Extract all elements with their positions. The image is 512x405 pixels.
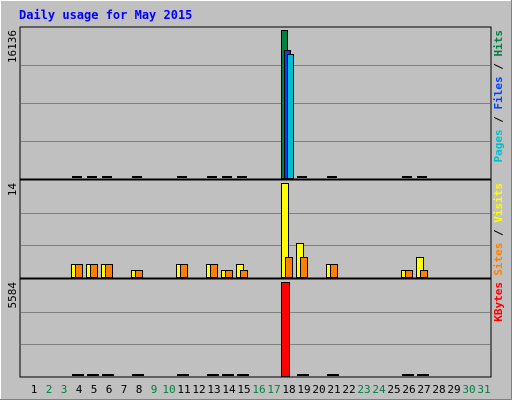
- panel-legend: KBytes: [492, 282, 505, 322]
- x-tick-label: 13: [207, 383, 220, 396]
- bar-sites-day-27: [420, 270, 428, 278]
- bar-pages-day-11: [183, 176, 187, 178]
- x-tick-label: 8: [136, 383, 143, 396]
- x-tick-label: 29: [447, 383, 460, 396]
- bar-kbytes-day-15: [237, 374, 249, 376]
- x-tick-label: 2: [46, 383, 53, 396]
- panel-max-label: 16136: [6, 30, 19, 63]
- bar-pages-day-8: [138, 176, 142, 178]
- bar-sites-day-5: [90, 264, 98, 278]
- bar-pages-day-13: [213, 176, 217, 178]
- bar-sites-day-18: [285, 257, 293, 278]
- bar-pages-day-21: [333, 176, 337, 178]
- bar-sites-day-4: [75, 264, 83, 278]
- bar-kbytes-day-11: [177, 374, 189, 376]
- x-tick-label: 22: [342, 383, 355, 396]
- bar-sites-day-21: [330, 264, 338, 278]
- bar-sites-day-8: [135, 270, 143, 278]
- bar-kbytes-day-19: [297, 374, 309, 376]
- x-tick-label: 20: [312, 383, 325, 396]
- x-tick-label: 16: [252, 383, 265, 396]
- x-tick-label: 1: [31, 383, 38, 396]
- bar-kbytes-day-18: [281, 282, 290, 377]
- bar-pages-day-19: [303, 176, 307, 178]
- bar-pages-day-14: [228, 176, 232, 178]
- x-tick-label: 7: [121, 383, 128, 396]
- x-tick-label: 25: [387, 383, 400, 396]
- bar-sites-day-14: [225, 270, 233, 278]
- legend-entry: Visits: [492, 183, 505, 223]
- legend-entry: KBytes: [492, 282, 505, 322]
- x-tick-label: 6: [106, 383, 113, 396]
- bar-sites-day-26: [405, 270, 413, 278]
- panel-visits-sites: 14 Sites / Visits: [6, 179, 505, 279]
- x-tick-label: 31: [477, 383, 490, 396]
- x-tick-label: 23: [357, 383, 370, 396]
- legend-entry: /: [492, 110, 505, 130]
- legend-entry: Hits: [492, 30, 505, 57]
- plot-area: [19, 278, 492, 378]
- x-tick-label: 14: [222, 383, 236, 396]
- x-tick-label: 9: [151, 383, 158, 396]
- bar-pages-day-4: [78, 176, 82, 178]
- x-tick-label: 10: [162, 383, 175, 396]
- x-tick-label: 30: [462, 383, 475, 396]
- bar-kbytes-day-13: [207, 374, 219, 376]
- x-tick-label: 24: [372, 383, 386, 396]
- panel-legend: Pages / Files / Hits: [492, 30, 505, 163]
- bar-sites-day-15: [240, 270, 248, 278]
- panel-legend: Sites / Visits: [492, 183, 505, 276]
- panel-max-label: 14: [6, 183, 19, 197]
- x-tick-label: 17: [267, 383, 280, 396]
- legend-entry: /: [492, 223, 505, 243]
- bar-sites-day-11: [180, 264, 188, 278]
- bar-kbytes-day-8: [132, 374, 144, 376]
- x-tick-label: 26: [402, 383, 415, 396]
- legend-entry: Sites: [492, 243, 505, 276]
- x-tick-label: 5: [91, 383, 98, 396]
- legend-entry: Pages: [492, 129, 505, 162]
- x-axis-labels: 1 2 3 4 5 6 7 8 9 10 11 12 13 14 15 16 17 18 19 20 21 22 23 24 2…: [31, 383, 491, 396]
- bar-sites-day-19: [300, 257, 308, 278]
- bar-kbytes-day-27: [417, 374, 429, 376]
- x-tick-label: 21: [327, 383, 340, 396]
- x-tick-label: 12: [192, 383, 205, 396]
- bar-kbytes-day-26: [402, 374, 414, 376]
- legend-entry: Files: [492, 76, 505, 109]
- bar-sites-day-6: [105, 264, 113, 278]
- x-tick-label: 4: [76, 383, 83, 396]
- bar-pages-day-6: [108, 176, 112, 178]
- x-tick-label: 27: [417, 383, 430, 396]
- x-tick-label: 11: [177, 383, 190, 396]
- bar-kbytes-day-21: [327, 374, 339, 376]
- panel-kbytes: 5584 KBytes: [6, 278, 505, 378]
- bar-pages-day-26: [408, 176, 412, 178]
- bar-sites-day-13: [210, 264, 218, 278]
- panels-layer: 16136 Pages / Files / Hits 14 Sites / Visit…: [6, 26, 505, 378]
- panel-hits-files-pages: 16136 Pages / Files / Hits: [6, 26, 505, 180]
- chart-title: Daily usage for May 2015: [19, 8, 192, 22]
- x-tick-label: 18: [282, 383, 295, 396]
- x-tick-label: 19: [297, 383, 310, 396]
- x-tick-label: 3: [61, 383, 68, 396]
- bar-pages-day-27: [423, 176, 427, 178]
- x-tick-label: 15: [237, 383, 250, 396]
- bar-pages-day-18: [287, 54, 294, 179]
- bar-pages-day-15: [243, 176, 247, 178]
- bar-kbytes-day-5: [87, 374, 99, 376]
- x-tick-label: 28: [432, 383, 445, 396]
- legend-entry: /: [492, 57, 505, 77]
- bar-kbytes-day-14: [222, 374, 234, 376]
- bar-kbytes-day-6: [102, 374, 114, 376]
- bar-kbytes-day-4: [72, 374, 84, 376]
- panel-max-label: 5584: [6, 282, 19, 309]
- plot-area: [19, 179, 492, 279]
- bar-pages-day-5: [93, 176, 97, 178]
